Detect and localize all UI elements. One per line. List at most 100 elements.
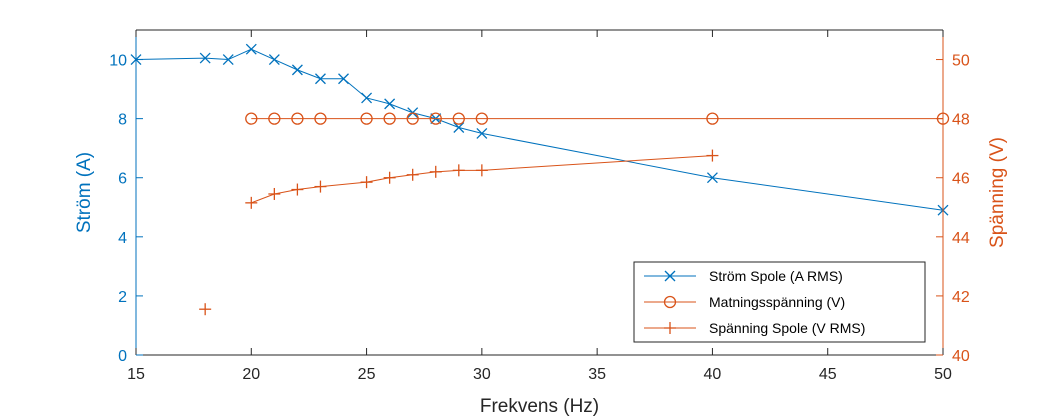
data-point-spanning-spole	[406, 168, 419, 181]
left-y-tick-label: 8	[118, 112, 127, 129]
data-point-spanning-spole	[268, 187, 281, 200]
data-point-matningsspanning	[268, 112, 281, 125]
data-point-matningsspanning	[314, 112, 327, 125]
right-y-axis-title: Spänning (V)	[987, 137, 1008, 248]
right-y-tick-label: 48	[952, 112, 970, 129]
data-point-matningsspanning	[475, 112, 489, 125]
data-point-strom-spole	[314, 73, 326, 85]
marker-x-stroke	[199, 52, 211, 64]
marker-x-stroke	[384, 98, 396, 110]
series-strom-spole	[130, 43, 949, 216]
data-point-matningsspanning	[245, 112, 258, 125]
marker-x-stroke	[361, 92, 373, 104]
x-tick-label: 30	[473, 366, 491, 383]
marker-circle	[314, 112, 327, 125]
left-y-axis-title: Ström (A)	[74, 152, 95, 233]
right-y-tick-label: 46	[952, 171, 970, 188]
legend-marker	[664, 322, 676, 334]
marker-circle	[452, 112, 465, 125]
marker-circle	[429, 112, 442, 125]
right-y-tick-label: 44	[952, 230, 970, 247]
data-point-strom-spole	[361, 92, 373, 104]
data-point-matningsspanning	[383, 112, 396, 125]
right-y-tick-label: 42	[952, 289, 970, 306]
x-tick-label: 15	[127, 366, 145, 383]
data-point-spanning-spole	[360, 176, 373, 189]
legend-marker	[663, 295, 677, 309]
marker-x-stroke	[476, 127, 488, 139]
data-point-matningsspanning	[360, 112, 373, 125]
x-tick-label: 25	[358, 366, 376, 383]
legend-label: Matningsspänning (V)	[709, 294, 845, 310]
legend-label: Spänning Spole (V RMS)	[709, 320, 865, 336]
data-point-spanning-spole	[475, 164, 488, 177]
x-tick-label: 50	[934, 366, 952, 383]
marker-circle	[268, 112, 281, 125]
series-spanning-spole	[199, 149, 719, 316]
data-point-strom-spole	[245, 43, 257, 55]
left-y-tick-label: 2	[118, 289, 127, 306]
data-point-matningsspanning	[429, 112, 442, 125]
marker-circle	[360, 112, 373, 125]
marker-circle	[475, 112, 489, 125]
legend-label: Ström Spole (A RMS)	[709, 268, 843, 284]
left-y-tick-label: 10	[109, 53, 127, 70]
data-point-strom-spole	[338, 73, 349, 85]
data-point-spanning-spole	[314, 180, 327, 193]
data-point-spanning-spole	[245, 196, 258, 209]
legend-marker	[664, 270, 676, 282]
data-point-strom-spole	[706, 172, 718, 184]
data-point-spanning-spole	[706, 149, 719, 162]
legend-item-spanning-spole: Spänning Spole (V RMS)	[644, 320, 865, 336]
data-point-strom-spole	[199, 52, 211, 64]
marker-x-stroke	[314, 73, 326, 85]
x-axis-title: Frekvens (Hz)	[480, 396, 599, 417]
data-point-strom-spole	[222, 54, 234, 66]
series-line-strom-spole	[135, 48, 944, 211]
x-tick-label: 35	[588, 366, 606, 383]
data-point-strom-spole	[384, 98, 396, 110]
axes-group	[135, 29, 944, 356]
legend-item-matningsspanning: Matningsspänning (V)	[644, 294, 845, 310]
data-point-matningsspanning	[291, 112, 304, 125]
right-y-tick-label: 50	[952, 53, 970, 70]
x-tick-label: 40	[704, 366, 722, 383]
data-point-matningsspanning	[406, 112, 419, 125]
data-point-spanning-spole	[199, 303, 212, 316]
marker-x-stroke	[338, 73, 349, 85]
marker-x-stroke	[222, 54, 234, 66]
marker-x-stroke	[453, 122, 465, 133]
right-y-tick-label: 40	[952, 348, 970, 365]
data-point-strom-spole	[268, 54, 280, 66]
marker-circle	[406, 112, 419, 125]
data-point-strom-spole	[453, 122, 465, 133]
data-point-spanning-spole	[452, 164, 465, 177]
series-matningsspanning	[245, 112, 950, 125]
left-y-tick-label: 0	[118, 348, 127, 365]
x-tick-label: 45	[819, 366, 837, 383]
marker-circle	[383, 112, 396, 125]
marker-x-stroke	[245, 43, 257, 55]
data-point-spanning-spole	[383, 171, 396, 184]
data-point-matningsspanning	[706, 112, 719, 125]
marker-x-stroke	[291, 64, 303, 76]
data-point-matningsspanning	[452, 112, 465, 125]
data-point-spanning-spole	[429, 165, 442, 178]
data-point-spanning-spole	[291, 183, 304, 196]
marker-circle	[245, 112, 258, 125]
marker-circle	[291, 112, 304, 125]
marker-x-stroke	[268, 54, 280, 66]
marker-x-stroke	[706, 172, 718, 184]
data-point-strom-spole	[476, 127, 488, 139]
legend: Ström Spole (A RMS) Matningsspänning (V) S…	[633, 261, 926, 343]
plot-marks	[130, 43, 950, 316]
marker-circle	[663, 295, 677, 309]
marker-x-stroke	[664, 270, 676, 282]
marker-circle	[706, 112, 719, 125]
left-y-tick-label: 6	[118, 171, 127, 188]
x-tick-label: 20	[242, 366, 260, 383]
left-y-tick-label: 4	[118, 230, 127, 247]
